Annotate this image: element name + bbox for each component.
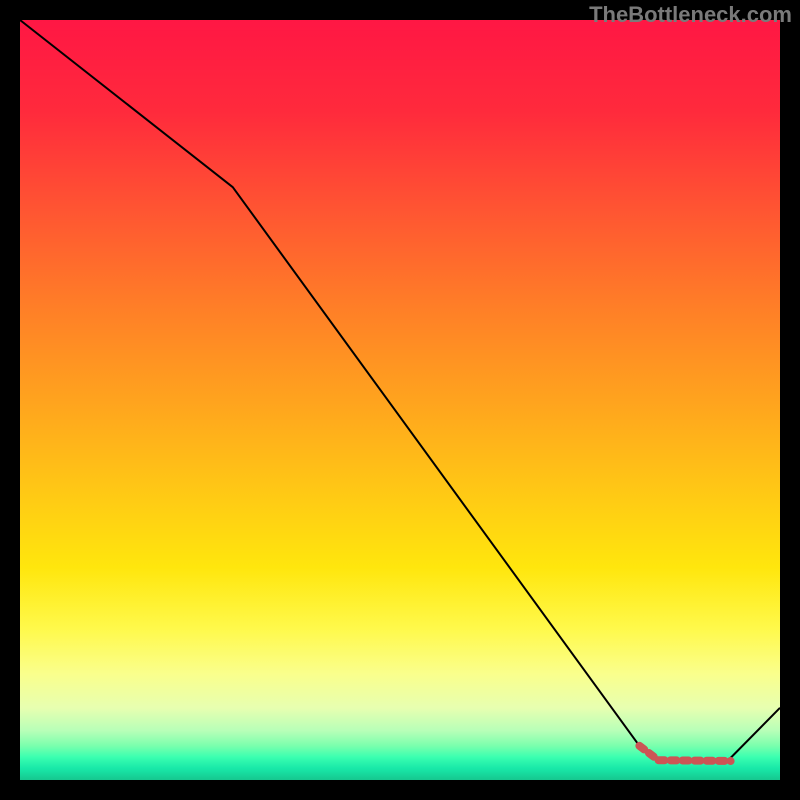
chart-svg	[0, 0, 800, 800]
plot-background	[20, 20, 780, 780]
chart-container: TheBottleneck.com	[0, 0, 800, 800]
watermark-text: TheBottleneck.com	[589, 2, 792, 28]
